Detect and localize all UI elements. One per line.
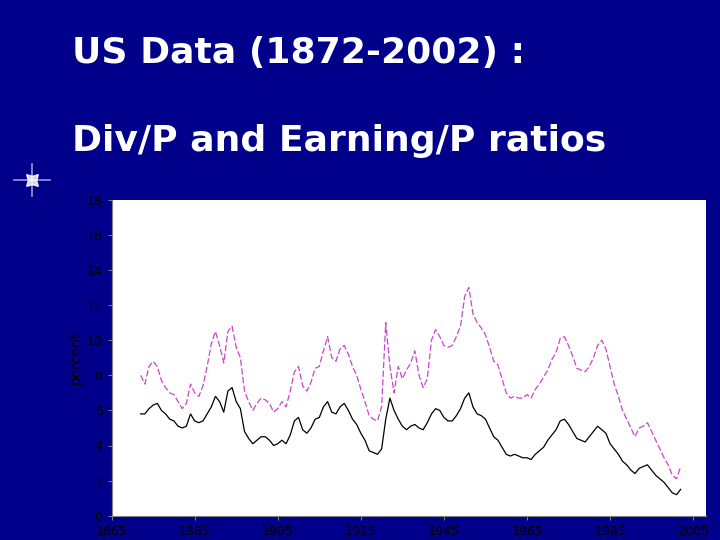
Text: US Data (1872-2002) :: US Data (1872-2002) : [72, 36, 525, 70]
Y-axis label: percent: percent [68, 331, 83, 384]
Text: Div/P and Earning/P ratios: Div/P and Earning/P ratios [72, 124, 606, 158]
